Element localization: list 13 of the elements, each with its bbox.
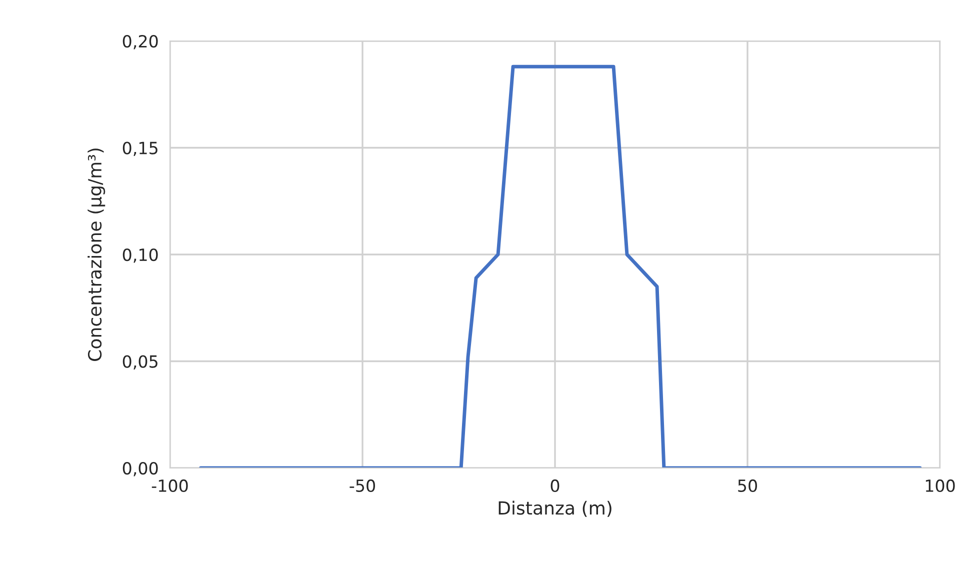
x-tick-label: 100 — [926, 479, 955, 492]
x-tick-label: 50 — [738, 479, 757, 492]
y-tick-label: 0,20 — [122, 34, 158, 50]
y-tick-label: 0,00 — [122, 462, 158, 476]
x-tick-label: -50 — [350, 479, 376, 492]
y-tick-label: 0,10 — [122, 248, 158, 263]
x-tick-label: -100 — [152, 479, 188, 492]
y-axis-title: Concentrazione (µg/m³) — [88, 148, 106, 361]
x-tick-label: 0 — [550, 479, 560, 492]
y-tick-label: 0,15 — [122, 142, 158, 156]
line-series — [199, 64, 922, 468]
y-tick-label: 0,05 — [122, 355, 158, 370]
x-axis-title: Distanza (m) — [498, 500, 612, 517]
